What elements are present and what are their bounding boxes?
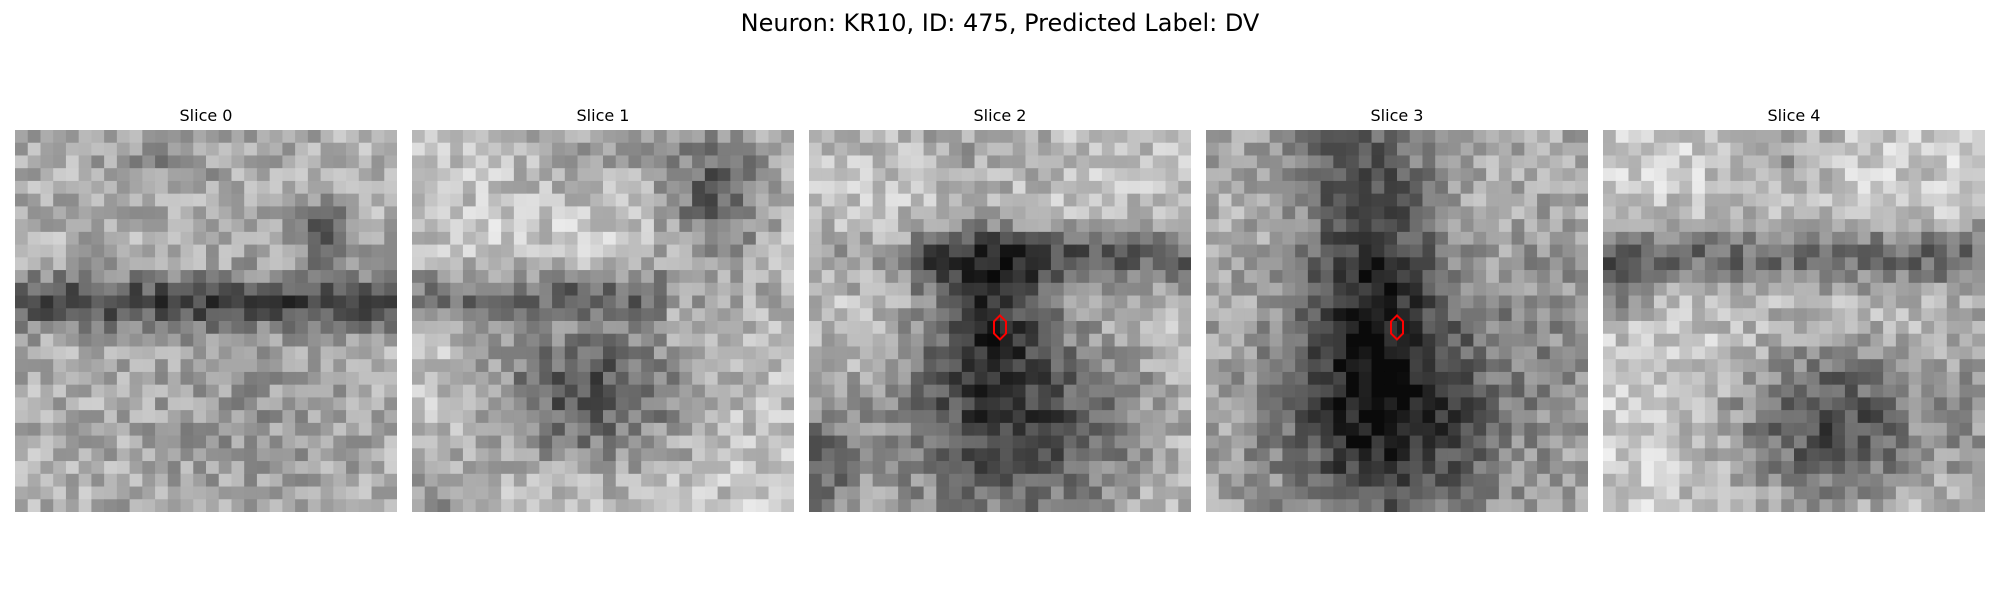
figure-title: Neuron: KR10, ID: 475, Predicted Label: …: [740, 9, 1260, 37]
slice-1-image: [412, 130, 794, 512]
slice-panel-0: Slice 0: [15, 106, 397, 512]
slice-0-image: [15, 130, 397, 512]
slice-4-image: [1603, 130, 1985, 512]
slice-title: Slice 0: [179, 106, 233, 125]
slice-title: Slice 3: [1370, 106, 1424, 125]
slice-2-image: [809, 130, 1191, 512]
slice-panel-3: Slice 3: [1206, 106, 1588, 512]
slice-panel-1: Slice 1: [412, 106, 794, 512]
marker-icon: [993, 313, 1007, 341]
slice-title: Slice 1: [576, 106, 630, 125]
slice-title: Slice 4: [1767, 106, 1821, 125]
slice-3-image: [1206, 130, 1588, 512]
marker-icon: [1390, 313, 1404, 341]
slice-panel-4: Slice 4: [1603, 106, 1985, 512]
slice-panel-2: Slice 2: [809, 106, 1191, 512]
slice-title: Slice 2: [973, 106, 1027, 125]
